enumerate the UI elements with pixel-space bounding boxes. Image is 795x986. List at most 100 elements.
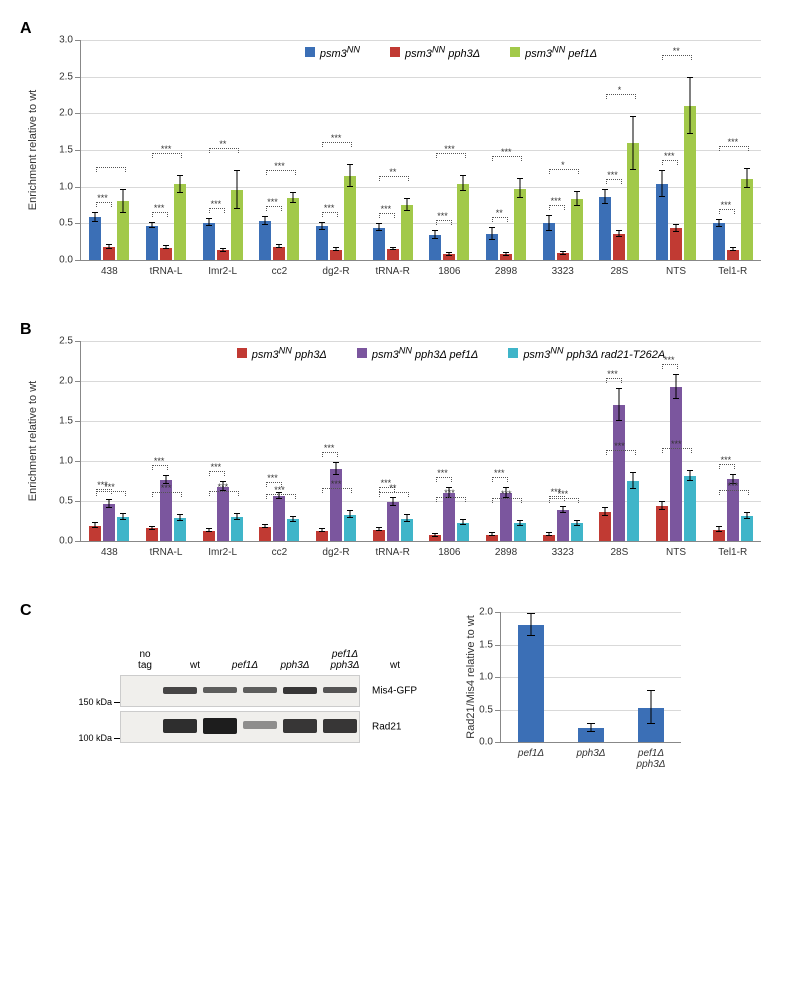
bar [146, 226, 158, 260]
bar-group: pph3Δ [561, 612, 621, 742]
significance-label: *** [437, 468, 448, 478]
significance-label: * [618, 85, 622, 95]
blot-lane-label: wt [170, 660, 220, 671]
x-category-label: 438 [101, 541, 118, 558]
significance-label: *** [721, 455, 732, 465]
bar [543, 223, 555, 260]
blot-band [203, 718, 237, 734]
bar [287, 198, 299, 260]
x-category-label: pef1Δ [518, 742, 544, 759]
bar-group: 3323**** [534, 40, 591, 260]
legend-item: psm3NN pph3Δ [237, 345, 327, 361]
blot-lane-label: notag [120, 649, 170, 671]
x-category-label: 1806 [438, 541, 460, 558]
significance-label: *** [381, 204, 392, 214]
bar [656, 506, 668, 541]
bar [613, 234, 625, 260]
bar [387, 249, 399, 260]
significance-label: *** [444, 144, 455, 154]
blot-band [283, 687, 317, 694]
significance-label: *** [154, 456, 165, 466]
significance-label: *** [494, 468, 505, 478]
bar-group: cc2****** [251, 40, 308, 260]
bar [273, 496, 285, 541]
significance-label: *** [728, 481, 739, 491]
blot-band [203, 687, 237, 693]
bar [599, 512, 611, 541]
legend-item: psm3NN [305, 44, 360, 60]
bar [103, 247, 115, 260]
significance-label: *** [501, 147, 512, 157]
bar [656, 184, 668, 260]
bar-group: 1806****** [421, 40, 478, 260]
blot-row: Rad21100 kDa [60, 711, 420, 743]
significance-label: *** [161, 483, 172, 493]
ytick-label: 3.0 [59, 35, 81, 46]
bar-group: 28S****** [591, 341, 648, 541]
bar [514, 523, 526, 541]
bar [217, 250, 229, 260]
bar-group: tRNA-R***** [364, 341, 421, 541]
blot-band [283, 719, 317, 733]
panel-b-label: B [20, 321, 32, 339]
x-category-label: tRNA-R [375, 541, 409, 558]
bar [627, 143, 639, 260]
bar-group: pef1Δpph3Δ [621, 612, 681, 742]
significance-label: *** [721, 200, 732, 210]
ytick-label: 1.5 [59, 416, 81, 427]
legend-swatch [510, 47, 520, 57]
chart-area: Enrichment relative to wt0.00.51.01.52.0… [80, 40, 761, 261]
ytick-label: 1.0 [59, 181, 81, 192]
bar [670, 228, 682, 260]
blot-lane-label: wt [370, 660, 420, 671]
significance-label: *** [324, 203, 335, 213]
significance-label: *** [551, 196, 562, 206]
panel-a-label: A [20, 20, 32, 38]
significance-label: *** [154, 203, 165, 213]
legend-swatch [237, 348, 247, 358]
x-category-label: 3323 [552, 541, 574, 558]
bar-group: 2898****** [478, 341, 535, 541]
legend-swatch [357, 348, 367, 358]
ytick-label: 1.5 [479, 639, 501, 650]
x-category-label: pph3Δ [577, 742, 606, 759]
bar [571, 199, 583, 260]
bar-group: pef1Δ [501, 612, 561, 742]
ytick-label: 0.5 [479, 704, 501, 715]
x-category-label: 1806 [438, 260, 460, 277]
bar [146, 528, 158, 541]
bar [727, 250, 739, 260]
bar [117, 201, 129, 260]
panel-c: C notagwtpef1Δpph3Δpef1Δpph3ΔwtMis4-GFP1… [20, 602, 775, 743]
bar [557, 510, 569, 541]
x-category-label: tRNA-L [150, 541, 183, 558]
significance-label: ** [219, 139, 226, 149]
x-category-label: Tel1-R [718, 260, 747, 277]
blot-band [163, 719, 197, 733]
blot-kda-label: 100 kDa [78, 733, 116, 743]
blot-band [323, 687, 357, 693]
x-category-label: Tel1-R [718, 541, 747, 558]
blot-lane-label: pph3Δ [270, 660, 320, 671]
ytick-label: 2.5 [59, 336, 81, 347]
significance-label: *** [267, 197, 278, 207]
legend-text: psm3NN pph3Δ [252, 345, 327, 361]
y-axis-label: Enrichment relative to wt [27, 381, 39, 501]
blot-row: Mis4-GFP150 kDa [60, 675, 420, 707]
legend-item: psm3NN pph3Δ pef1Δ [357, 345, 478, 361]
bar [627, 481, 639, 541]
bar [259, 527, 271, 541]
bar [401, 205, 413, 260]
y-axis-label: Enrichment relative to wt [27, 90, 39, 210]
significance-label: *** [104, 482, 115, 492]
panel-c-label: C [20, 602, 32, 620]
y-axis-label: Rad21/Mis4 relative to wt [465, 615, 477, 739]
x-category-label: pef1Δpph3Δ [637, 742, 666, 770]
bar-group: 3323****** [534, 341, 591, 541]
bar-group: 28S**** [591, 40, 648, 260]
ratio-chart: Rad21/Mis4 relative to wt0.00.51.01.52.0… [460, 602, 681, 743]
ytick-label: 2.0 [479, 607, 501, 618]
legend-text: psm3NN pph3Δ pef1Δ [372, 345, 478, 361]
bar [287, 519, 299, 541]
bar-group: Tel1-R****** [704, 40, 761, 260]
